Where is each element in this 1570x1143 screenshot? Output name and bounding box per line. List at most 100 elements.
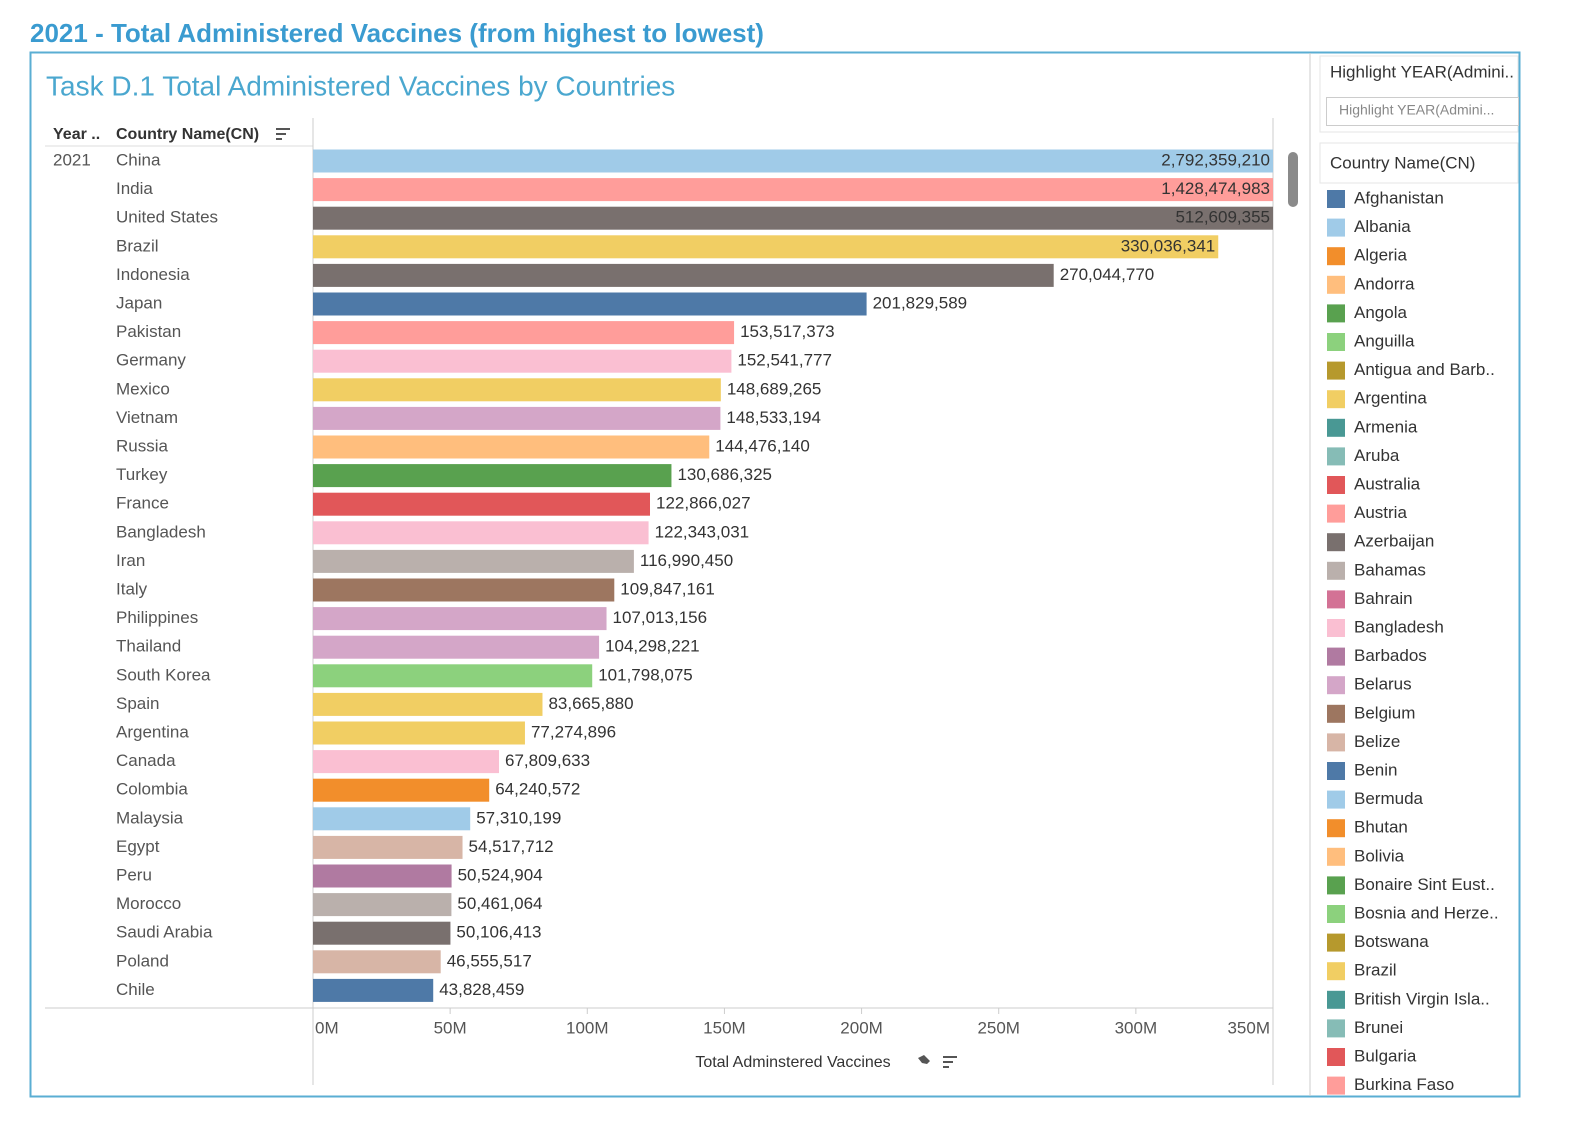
category-label: Saudi Arabia <box>116 923 213 942</box>
category-label: Germany <box>116 351 186 370</box>
legend-label: British Virgin Isla.. <box>1354 989 1490 1008</box>
legend-swatch <box>1327 476 1345 494</box>
bar <box>313 807 471 831</box>
value-label: 83,665,880 <box>548 694 633 713</box>
x-tick-label: 100M <box>566 1018 609 1037</box>
bar <box>313 664 593 688</box>
x-tick-label: 250M <box>977 1018 1020 1037</box>
category-label: Poland <box>116 951 169 970</box>
bar <box>313 950 441 974</box>
legend-swatch <box>1327 905 1345 923</box>
legend-swatch <box>1327 933 1345 952</box>
axis-sort-icon[interactable] <box>943 1056 957 1068</box>
value-label: 64,240,572 <box>495 780 580 799</box>
bar <box>313 549 634 573</box>
legend-swatch <box>1327 247 1345 266</box>
legend-swatch <box>1327 819 1345 838</box>
category-label: France <box>116 494 169 513</box>
sort-icon[interactable] <box>276 128 290 140</box>
legend-swatch <box>1327 962 1345 981</box>
bar <box>313 978 434 1002</box>
bar <box>313 492 651 516</box>
legend-label: Bermuda <box>1354 789 1424 808</box>
bar <box>313 521 649 545</box>
bar <box>313 835 463 859</box>
category-label: China <box>116 150 161 169</box>
year-header: Year .. <box>53 126 100 143</box>
page-title: 2021 - Total Administered Vaccines (from… <box>30 18 764 48</box>
category-label: Spain <box>116 694 159 713</box>
legend-title: Country Name(CN) <box>1330 153 1475 172</box>
bar <box>313 406 721 430</box>
legend-swatch <box>1327 1076 1345 1095</box>
x-axis-title: Total Adminstered Vaccines <box>695 1054 890 1071</box>
legend-label: Austria <box>1354 503 1407 522</box>
category-label: Colombia <box>116 780 188 799</box>
bar <box>313 607 607 631</box>
legend-label: Bhutan <box>1354 818 1408 837</box>
legend-label: Benin <box>1354 760 1397 779</box>
category-label: Malaysia <box>116 808 184 827</box>
legend-swatch <box>1327 704 1345 723</box>
legend-label: Bosnia and Herze.. <box>1354 903 1499 922</box>
value-label: 144,476,140 <box>715 436 810 455</box>
category-label: Philippines <box>116 608 198 627</box>
category-label: Japan <box>116 293 162 312</box>
legend-swatch <box>1327 333 1345 351</box>
legend-label: Afghanistan <box>1354 188 1444 207</box>
bar <box>313 721 525 745</box>
legend-swatch <box>1327 619 1345 637</box>
legend-label: Bangladesh <box>1354 617 1444 636</box>
value-label: 148,689,265 <box>727 379 822 398</box>
category-label: Italy <box>116 579 148 598</box>
value-label: 270,044,770 <box>1060 265 1155 284</box>
legend-label: Brunei <box>1354 1018 1403 1037</box>
value-label: 2,792,359,210 <box>1161 150 1270 169</box>
value-label: 148,533,194 <box>726 408 821 427</box>
value-label: 116,990,450 <box>640 551 733 570</box>
legend-label: Belgium <box>1354 703 1415 722</box>
category-label: Chile <box>116 980 155 999</box>
legend-swatch <box>1327 590 1345 609</box>
bar <box>313 321 735 345</box>
category-label: Canada <box>116 751 176 770</box>
bar <box>313 235 1219 259</box>
value-label: 107,013,156 <box>613 608 708 627</box>
legend-swatch <box>1327 990 1345 1009</box>
highlight-panel <box>1319 55 1519 133</box>
legend-swatch <box>1327 218 1345 237</box>
legend-label: Anguilla <box>1354 331 1415 350</box>
legend-label: Azerbaijan <box>1354 532 1434 551</box>
pin-icon[interactable] <box>916 1055 930 1069</box>
legend-label: Aruba <box>1354 446 1400 465</box>
scrollbar[interactable] <box>1288 152 1298 207</box>
value-label: 77,274,896 <box>531 722 616 741</box>
value-label: 54,517,712 <box>469 837 554 856</box>
legend-swatch <box>1327 504 1345 523</box>
x-tick-label: 350M <box>1227 1018 1270 1037</box>
chart-title: Task D.1 Total Administered Vaccines by … <box>46 70 675 101</box>
highlight-input[interactable] <box>1326 97 1519 126</box>
legend-header <box>1319 142 1519 184</box>
value-label: 57,310,199 <box>476 808 561 827</box>
category-label: Russia <box>116 436 169 455</box>
x-tick-label: 300M <box>1115 1018 1158 1037</box>
value-label: 104,298,221 <box>605 637 700 656</box>
highlight-title: Highlight YEAR(Admini.. <box>1330 62 1514 81</box>
value-label: 122,343,031 <box>655 522 750 541</box>
legend-swatch <box>1327 533 1345 552</box>
bar <box>313 206 1273 230</box>
value-label: 50,524,904 <box>458 865 543 884</box>
legend-swatch <box>1327 1048 1345 1066</box>
category-label: Indonesia <box>116 265 190 284</box>
bar <box>313 578 615 602</box>
legend-swatch <box>1327 647 1345 666</box>
legend-label: Belarus <box>1354 675 1412 694</box>
legend-swatch <box>1327 361 1345 380</box>
legend-swatch <box>1327 275 1345 294</box>
category-label: Vietnam <box>116 408 178 427</box>
legend-label: Algeria <box>1354 246 1407 265</box>
legend-swatch <box>1327 762 1345 780</box>
frame <box>29 51 1521 1098</box>
value-label: 50,461,064 <box>457 894 542 913</box>
